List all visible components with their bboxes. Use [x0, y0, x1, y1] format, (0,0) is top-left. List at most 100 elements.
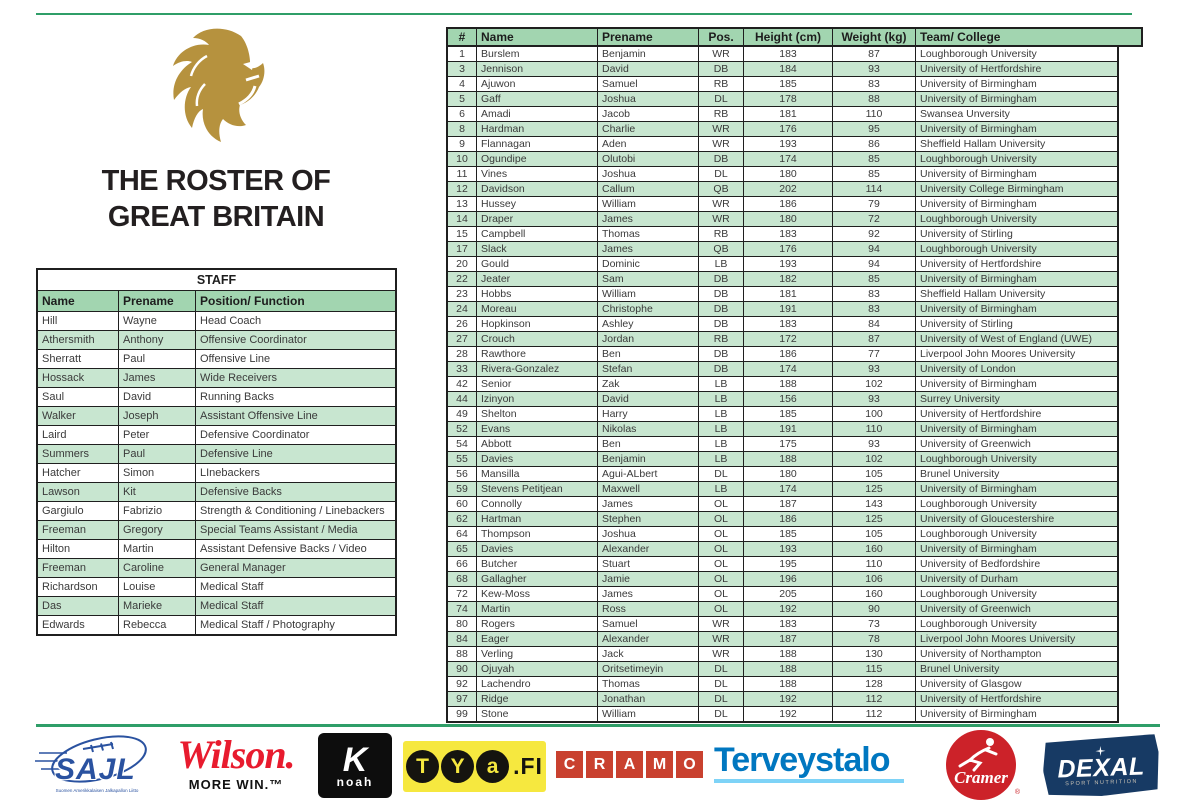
table-cell: 83	[833, 77, 916, 91]
table-cell: David	[598, 62, 699, 76]
table-cell: Gallagher	[477, 572, 598, 586]
table-cell: University of Hertfordshire	[920, 258, 1042, 270]
table-cell: Loughborough University	[920, 498, 1037, 510]
table-row: Richardson Louise Medical Staff	[38, 578, 395, 597]
table-cell: LInebackers	[200, 467, 260, 479]
table-cell: Summers	[38, 445, 119, 463]
table-cell: 77	[833, 347, 916, 361]
sajl-subtext: Suomen Amerikkalaisen Jalkapallon Liitto	[55, 788, 139, 793]
table-cell: 93	[833, 62, 916, 76]
table-cell: University of Greenwich	[920, 438, 1031, 450]
roster-table-header: # Name Prename Pos. Height (cm) Weight (…	[446, 27, 1143, 47]
table-cell: University of Durham	[920, 573, 1019, 585]
table-cell: Callum	[598, 182, 699, 196]
table-cell: Agui-ALbert	[598, 467, 699, 481]
table-cell: Eager	[477, 632, 598, 646]
table-cell: Gregory	[119, 521, 196, 539]
roster-col-pos: Pos.	[699, 29, 744, 45]
table-cell: WR	[699, 137, 744, 151]
table-cell: 85	[833, 152, 916, 166]
table-cell: Das	[38, 597, 119, 615]
knoah-logo: K noah	[318, 733, 392, 798]
wilson-tagline: MORE WIN.™	[188, 777, 284, 792]
roster-table: # Name Prename Pos. Height (cm) Weight (…	[446, 27, 1143, 723]
table-cell: Stuart	[598, 557, 699, 571]
table-cell: 5	[448, 92, 477, 106]
table-cell: RB	[699, 107, 744, 121]
table-cell: 20	[448, 257, 477, 271]
table-cell: Harry	[598, 407, 699, 421]
table-cell: 100	[833, 407, 916, 421]
table-cell: Stone	[477, 707, 598, 721]
table-cell: Jamie	[598, 572, 699, 586]
table-cell: LB	[699, 407, 744, 421]
table-cell: 62	[448, 512, 477, 526]
table-cell: Slack	[477, 242, 598, 256]
table-cell: DL	[699, 692, 744, 706]
table-cell: University of Birmingham	[920, 93, 1037, 105]
table-cell: Liverpool John Moores University	[920, 348, 1076, 360]
table-cell: RB	[699, 227, 744, 241]
table-cell: Shelton	[477, 407, 598, 421]
table-row: 1 Burslem Benjamin WR 183 87 Loughborough Univ…	[448, 47, 1117, 62]
table-cell: 1	[448, 47, 477, 61]
table-cell: University of West of England (UWE)	[920, 333, 1092, 345]
table-cell: 110	[833, 107, 916, 121]
table-row: 88 Verling Jack WR 188 130 University of North…	[448, 647, 1117, 662]
table-cell: 180	[744, 212, 833, 226]
table-cell: OL	[699, 587, 744, 601]
table-cell: 178	[744, 92, 833, 106]
table-cell: 110	[833, 422, 916, 436]
table-row: 13 Hussey William WR 186 79 University of Birm…	[448, 197, 1117, 212]
table-cell: 143	[833, 497, 916, 511]
table-cell: Hilton	[38, 540, 119, 558]
table-cell: Assistant Defensive Backs / Video	[200, 543, 367, 555]
table-cell: University of Northampton	[920, 648, 1042, 660]
roster-col-prename: Prename	[598, 29, 699, 45]
table-row: 62 Hartman Stephen OL 186 125 University of Gl…	[448, 512, 1117, 527]
table-cell: Jonathan	[598, 692, 699, 706]
table-cell: OL	[699, 527, 744, 541]
table-row: 68 Gallagher Jamie OL 196 106 University of Du…	[448, 572, 1117, 587]
table-cell: 3	[448, 62, 477, 76]
table-row: 49 Shelton Harry LB 185 100 University of Hert…	[448, 407, 1117, 422]
table-cell: Thompson	[477, 527, 598, 541]
table-cell: Athersmith	[38, 331, 119, 349]
table-cell: 8	[448, 122, 477, 136]
table-cell: 125	[833, 482, 916, 496]
table-cell: James	[598, 212, 699, 226]
table-cell: LB	[699, 437, 744, 451]
table-cell: 55	[448, 452, 477, 466]
table-row: Hill Wayne Head Coach	[38, 312, 395, 331]
table-row: 90 Ojuyah Oritsetimeyin DL 188 115 Brunel Univ…	[448, 662, 1117, 677]
table-cell: Amadi	[477, 107, 598, 121]
table-cell: 191	[744, 302, 833, 316]
table-row: 42 Senior Zak LB 188 102 University of Birming…	[448, 377, 1117, 392]
table-cell: 186	[744, 512, 833, 526]
table-cell: 156	[744, 392, 833, 406]
table-cell: DB	[699, 302, 744, 316]
table-cell: Thomas	[598, 677, 699, 691]
table-row: Lawson Kit Defensive Backs	[38, 483, 395, 502]
table-cell: 26	[448, 317, 477, 331]
table-cell: Gargiulo	[38, 502, 119, 520]
roster-col-name: Name	[477, 29, 598, 45]
table-cell: Joshua	[598, 527, 699, 541]
table-row: 44 Izinyon David LB 156 93 Surrey University	[448, 392, 1117, 407]
table-cell: 73	[833, 617, 916, 631]
table-row: Summers Paul Defensive Line	[38, 445, 395, 464]
table-cell: University of Birmingham	[920, 168, 1037, 180]
table-row: 56 Mansilla Agui-ALbert DL 180 105 Brunel Univ…	[448, 467, 1117, 482]
table-row: 26 Hopkinson Ashley DB 183 84 University of St…	[448, 317, 1117, 332]
table-cell: Butcher	[477, 557, 598, 571]
sajl-logo: SAJL Suomen Amerikkalaisen Jalkapallon L…	[33, 735, 159, 797]
table-row: 9 Flannagan Aden WR 193 86 Sheffield Hallam Un…	[448, 137, 1117, 152]
table-cell: 86	[833, 137, 916, 151]
table-row: 97 Ridge Jonathan DL 192 112 University of Her…	[448, 692, 1117, 707]
table-row: 84 Eager Alexander WR 187 78 Liverpool John Mo…	[448, 632, 1117, 647]
table-cell: LB	[699, 452, 744, 466]
table-cell: WR	[699, 617, 744, 631]
table-cell: 183	[744, 227, 833, 241]
table-cell: University of Stirling	[920, 228, 1013, 240]
table-cell: 102	[833, 452, 916, 466]
